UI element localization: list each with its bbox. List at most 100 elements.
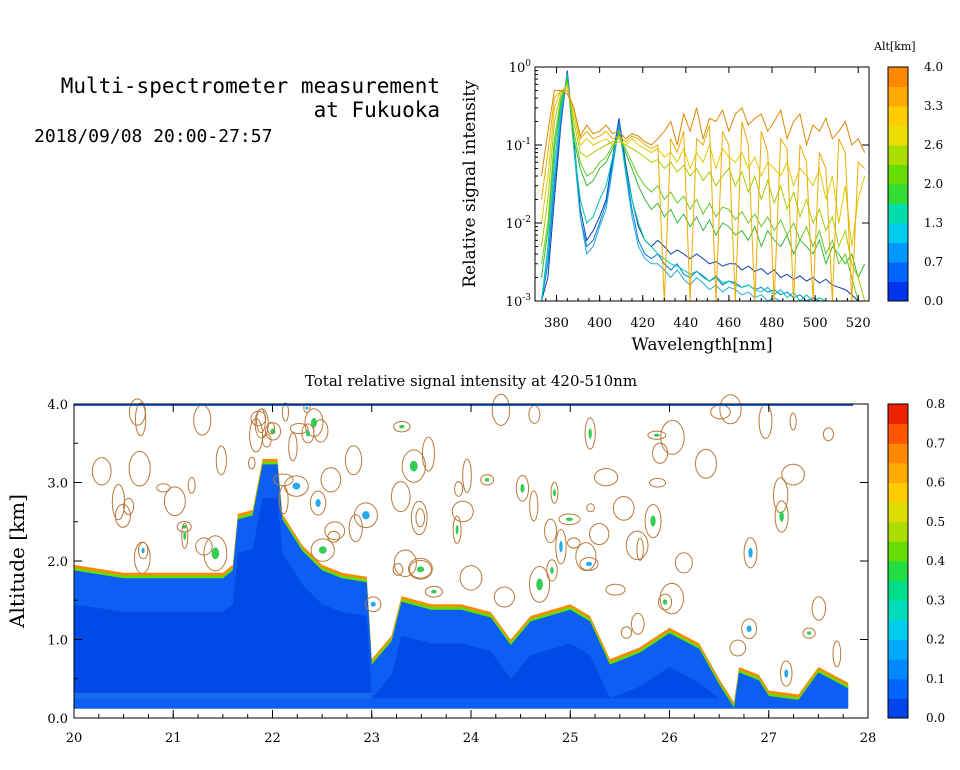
heatmap-cloud-core bbox=[399, 424, 405, 429]
intensity-colorbar-label: 0.7 bbox=[926, 436, 945, 450]
intensity-colorbar-segment bbox=[888, 404, 908, 425]
heatmap-cloud-contour bbox=[111, 483, 126, 521]
intensity-colorbar-segment bbox=[888, 600, 908, 621]
heatmap-cloud-contour bbox=[660, 419, 685, 455]
spectrum-series-8 bbox=[541, 90, 866, 301]
heatmap-cloud-contour bbox=[348, 513, 363, 543]
heatmap-cloud-contour bbox=[729, 639, 747, 657]
heatmap-cloud-contour bbox=[310, 538, 335, 562]
heatmap-cloud-core bbox=[310, 418, 317, 428]
spectrum-x-tick-label: 460 bbox=[717, 316, 742, 331]
heatmap-cloud-contour bbox=[657, 593, 673, 611]
heatmap-cloud-contour bbox=[266, 421, 276, 435]
altitude-colorbar-segment bbox=[888, 281, 908, 302]
heatmap-cloud-contour bbox=[278, 485, 289, 515]
heatmap-cloud-contour bbox=[309, 490, 327, 516]
heatmap-cloud-contour bbox=[421, 436, 435, 472]
heatmap-cloud-core bbox=[650, 515, 656, 527]
heatmap-cloud-contour bbox=[137, 541, 149, 560]
heatmap-cloud-contour bbox=[832, 640, 842, 668]
heatmap-x-tick-label: 20 bbox=[66, 731, 83, 746]
heatmap-cloud-contour bbox=[327, 530, 341, 543]
heatmap-cloud-contour bbox=[781, 463, 805, 486]
heatmap-cloud-contour bbox=[181, 522, 189, 550]
heatmap-cloud-contour bbox=[630, 612, 645, 635]
intensity-colorbar-segment bbox=[888, 698, 908, 719]
heatmap-cloud-contour bbox=[114, 503, 131, 528]
heatmap-cloud-contour bbox=[546, 559, 558, 582]
intensity-colorbar-segment bbox=[888, 541, 908, 562]
heatmap-x-tick-label: 27 bbox=[760, 731, 777, 746]
altitude-colorbar-title: Alt[km] bbox=[873, 40, 916, 53]
heatmap-cloud-core bbox=[370, 601, 376, 607]
heatmap-y-axis-label: Altitude [km] bbox=[5, 494, 29, 629]
heatmap-cloud-contour bbox=[320, 467, 342, 493]
heatmap-cloud-contour bbox=[393, 420, 411, 433]
heatmap-cloud-core bbox=[211, 547, 220, 560]
spectrum-y-tick-label: 10-3 bbox=[506, 293, 532, 310]
heatmap-cloud-contour bbox=[344, 445, 363, 476]
heatmap-cloud-contour bbox=[555, 528, 567, 565]
heatmap-cloud-contour bbox=[215, 445, 227, 476]
heatmap-cloud-contour bbox=[544, 518, 558, 544]
heatmap-cloud-contour bbox=[281, 402, 290, 422]
heatmap-cloud-core bbox=[455, 525, 459, 535]
altitude-colorbar-segment bbox=[888, 67, 908, 87]
altitude-colorbar-segment bbox=[888, 106, 908, 126]
heatmap-cloud-core bbox=[552, 489, 556, 497]
heatmap-x-tick-label: 21 bbox=[165, 731, 182, 746]
heatmap-cloud-core bbox=[807, 631, 812, 635]
intensity-colorbar-segment bbox=[888, 678, 908, 699]
spectrum-y-axis-label: Relative signal intensity bbox=[460, 80, 480, 288]
title-line-2: at Fukuoka bbox=[313, 98, 440, 122]
heatmap-cloud-contour bbox=[134, 402, 147, 437]
heatmap-cloud-core bbox=[141, 547, 145, 554]
spectrum-y-tick-label: 10-1 bbox=[506, 137, 531, 154]
altitude-colorbar-segment bbox=[888, 164, 908, 185]
heatmap-cloud-core bbox=[318, 546, 327, 554]
heatmap-cloud-contour bbox=[187, 476, 196, 494]
heatmap-cloud-contour bbox=[123, 497, 135, 516]
heatmap-cloud-contour bbox=[811, 596, 827, 621]
altitude-colorbar-segment bbox=[888, 262, 908, 282]
measurement-datetime: 2018/09/08 20:00-27:57 bbox=[34, 126, 273, 147]
heatmap-cloud-contour bbox=[390, 481, 411, 513]
heatmap-cloud-contour bbox=[589, 523, 610, 546]
spectrum-series-3 bbox=[541, 76, 865, 301]
heatmap-y-tick-label: 3.0 bbox=[47, 477, 68, 492]
heatmap-cloud-core bbox=[536, 578, 543, 591]
heatmap-cloud-core bbox=[305, 430, 311, 437]
heatmap-x-tick-label: 25 bbox=[562, 731, 579, 746]
heatmap-cloud-core bbox=[585, 561, 593, 567]
heatmap-cloud-core bbox=[305, 406, 309, 410]
intensity-colorbar-label: 0.3 bbox=[926, 593, 945, 607]
heatmap-cloud-contour bbox=[480, 474, 495, 486]
heatmap-cloud-contour bbox=[401, 449, 426, 483]
altitude-colorbar-segment bbox=[888, 86, 908, 107]
heatmap-cloud-contour bbox=[408, 557, 433, 580]
heatmap-cloud-contour bbox=[647, 430, 667, 440]
intensity-colorbar-segment bbox=[888, 619, 908, 640]
heatmap-y-tick-label: 0.0 bbox=[47, 712, 68, 727]
altitude-colorbar-label: 0.7 bbox=[924, 255, 943, 269]
heatmap-cloud-core bbox=[565, 517, 573, 522]
heatmap-cloud-core bbox=[520, 484, 525, 493]
heatmap-cloud-contour bbox=[612, 495, 635, 521]
heatmap-cloud-contour bbox=[594, 468, 619, 487]
heatmap-cloud-contour bbox=[491, 393, 511, 426]
spectrum-y-tick-label: 10-2 bbox=[506, 215, 531, 232]
heatmap-cloud-core bbox=[559, 540, 563, 553]
heatmap-cloud-contour bbox=[247, 456, 256, 470]
altitude-colorbar-label: 2.6 bbox=[924, 138, 943, 152]
altitude-colorbar-segment bbox=[888, 223, 908, 243]
heatmap-cloud-contour bbox=[558, 513, 581, 526]
heatmap-cloud-contour bbox=[459, 565, 483, 591]
intensity-colorbar-segment bbox=[888, 443, 908, 464]
chart-title: Multi-spectrometer measurement at Fukuok… bbox=[12, 74, 440, 122]
spectrum-series-6 bbox=[541, 82, 866, 301]
heatmap-cloud-contour bbox=[515, 475, 530, 502]
spectrum-x-tick-label: 500 bbox=[803, 316, 828, 331]
heatmap-y-tick-label: 2.0 bbox=[47, 555, 68, 570]
heatmap-cloud-contour bbox=[674, 552, 693, 574]
heatmap-y-tick-label: 4.0 bbox=[47, 398, 68, 413]
